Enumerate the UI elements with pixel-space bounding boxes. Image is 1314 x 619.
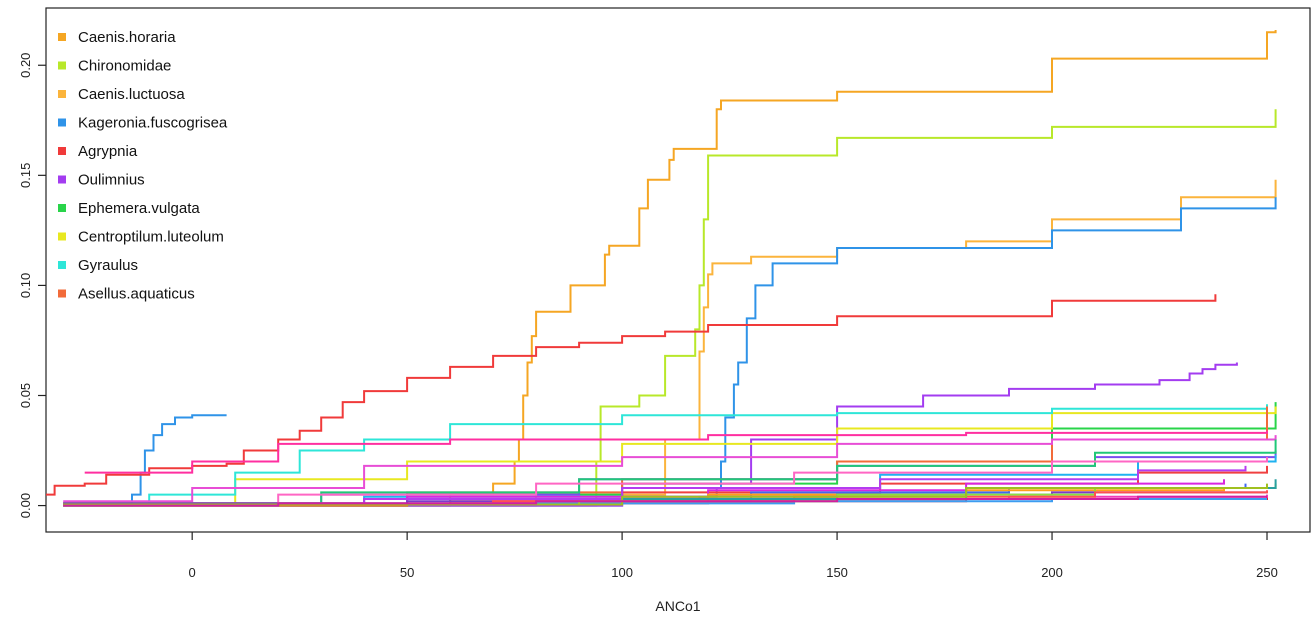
axis-layer: 0 50 100 150 200 250 0.00 0.05 0.10 0.15 0.20 [18, 53, 1278, 580]
legend-label: Agrypnia [78, 143, 138, 160]
x-tick-label: 250 [1256, 565, 1278, 580]
legend-label: Ephemera.vulgata [78, 200, 200, 217]
legend-label: Chironomidae [78, 58, 171, 75]
legend-swatch [58, 289, 66, 298]
y-tick-label: 0.15 [18, 163, 33, 188]
y-tick-label: 0.05 [18, 383, 33, 408]
x-tick-label: 100 [611, 565, 633, 580]
legend-label: Caenis.horaria [78, 29, 176, 46]
legend-swatch [58, 261, 66, 269]
legend-swatch [58, 175, 66, 184]
y-tick-label: 0.20 [18, 53, 33, 78]
legend-swatch [58, 118, 66, 127]
series-line-caenis-horaria [63, 30, 1277, 507]
x-tick-label: 200 [1041, 565, 1063, 580]
series-line-kageronia-fuscogrisea [63, 197, 1277, 507]
legend-label: Caenis.luctuosa [78, 86, 185, 103]
series-layer [46, 30, 1277, 507]
legend-swatch [58, 90, 66, 98]
series-line-30 [63, 495, 1267, 507]
y-tick-label: 0.10 [18, 273, 33, 298]
legend-label: Kageronia.fuscogrisea [78, 115, 228, 132]
legend-swatch [58, 33, 66, 41]
x-tick-label: 0 [189, 565, 196, 580]
series-line-kageronia-fuscogrisea [63, 414, 227, 507]
series-line-11 [84, 430, 1268, 474]
legend-swatch [58, 204, 66, 212]
series-line-26 [63, 465, 1247, 506]
series-line-18 [63, 439, 1277, 505]
legend-swatch [58, 147, 66, 155]
series-line-agrypnia [46, 294, 1217, 496]
plot-frame [45, 7, 1311, 533]
x-tick-label: 50 [400, 565, 414, 580]
legend-swatch [58, 61, 66, 70]
series-line-oulimnius [63, 362, 1238, 507]
series-line-12 [63, 435, 1277, 503]
y-tick-label: 0.00 [18, 493, 33, 518]
x-axis-label: ANCo1 [655, 598, 700, 614]
legend: Caenis.horaria Chironomidae Caenis.luctuos… [58, 29, 228, 303]
legend-label: Asellus.aquaticus [78, 286, 195, 303]
series-line-29 [63, 483, 1268, 506]
x-tick-label: 150 [826, 565, 848, 580]
legend-label: Gyraulus [78, 257, 138, 274]
series-line-19 [63, 457, 1268, 505]
legend-label: Oulimnius [78, 172, 145, 189]
legend-label: Centroptilum.luteolum [78, 229, 224, 246]
legend-swatch [58, 232, 66, 241]
